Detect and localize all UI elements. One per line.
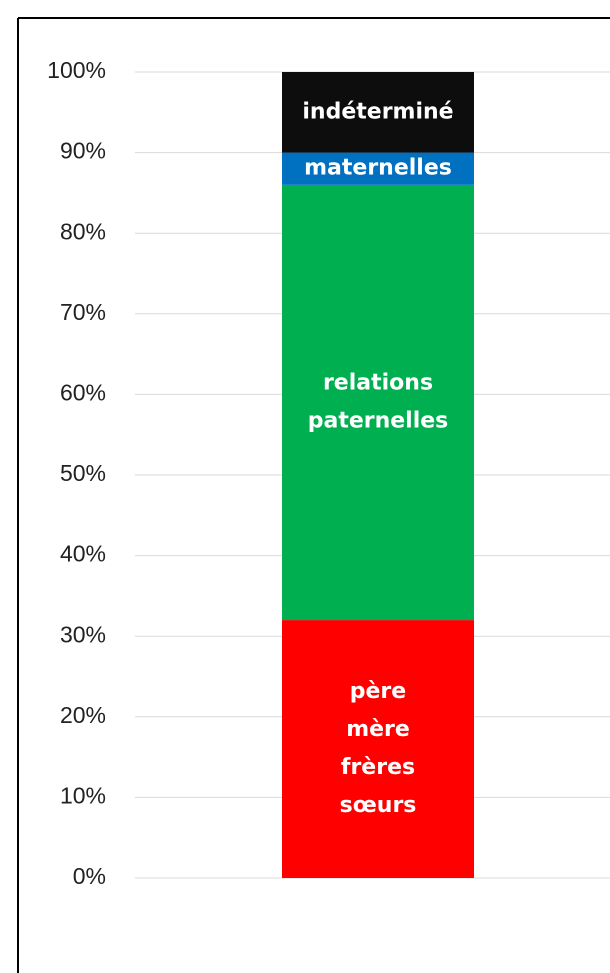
bar-segment: [282, 184, 474, 621]
segment-label-line: paternelles: [308, 408, 449, 433]
segment-label-line: mère: [346, 717, 410, 742]
segment-label: maternelles: [304, 156, 452, 181]
y-tick-label: 100%: [47, 57, 106, 83]
segment-label-line: relations: [323, 370, 433, 395]
bar-segment: [282, 620, 474, 878]
y-tick-label: 0%: [73, 863, 106, 889]
y-tick-label: 80%: [60, 218, 106, 244]
segment-label: relations paternelles: [308, 370, 449, 433]
y-tick-label: 50%: [60, 460, 106, 486]
y-tick-label: 30%: [60, 621, 106, 647]
y-tick-label: 60%: [60, 379, 106, 405]
segment-label: père mère frères sœurs: [340, 679, 417, 818]
segment-label-line: frères: [341, 755, 415, 780]
y-tick-label: 20%: [60, 702, 106, 728]
segment-label-line: sœurs: [340, 793, 417, 818]
y-tick-label: 40%: [60, 541, 106, 567]
y-tick-label: 90%: [60, 138, 106, 164]
y-tick-label: 70%: [60, 299, 106, 325]
y-tick-label: 10%: [60, 782, 106, 808]
bar-segment: [282, 152, 474, 185]
segment-label-line: père: [350, 679, 406, 704]
bar-segment: [282, 72, 474, 153]
segment-label: indéterminé: [302, 99, 453, 124]
